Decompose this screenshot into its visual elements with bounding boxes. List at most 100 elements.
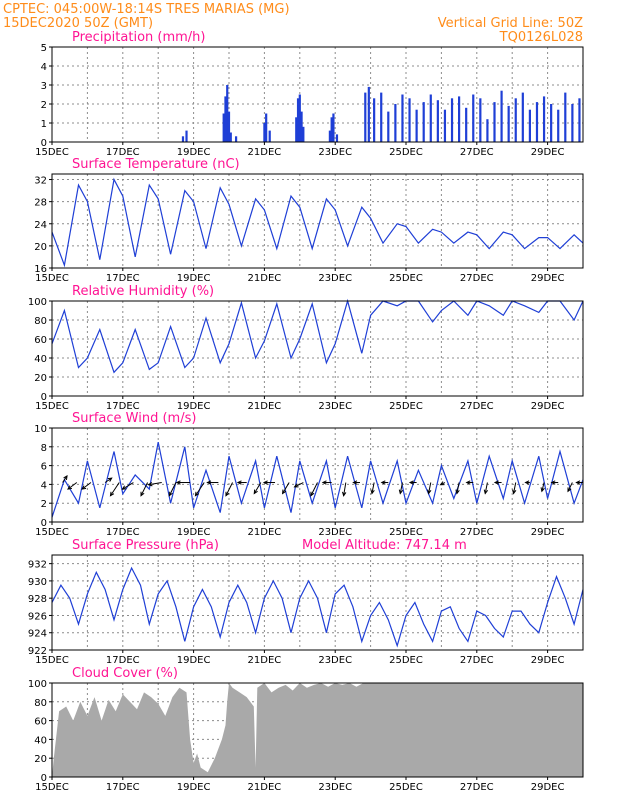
precip-bar <box>268 130 271 142</box>
y-tick-label: 0 <box>41 773 47 784</box>
precip-bar <box>394 104 397 142</box>
wind-vector <box>81 482 92 490</box>
x-tick-label: 19DEC <box>177 527 211 538</box>
x-tick-label: 23DEC <box>318 527 352 538</box>
precip-bar <box>507 105 510 142</box>
x-tick-label: 21DEC <box>248 655 282 666</box>
x-tick-label: 27DEC <box>460 147 494 158</box>
wind-vector-head <box>253 489 258 495</box>
station-title: CPTEC: 045:00W-18:14S TRES MARIAS (MG) <box>3 2 290 17</box>
wind-vector-head <box>352 480 358 485</box>
wind-vector-head <box>408 480 414 485</box>
wind-vector <box>371 482 375 494</box>
wind-vector-head <box>236 480 242 485</box>
precip-bar <box>500 90 503 142</box>
x-tick-label: 25DEC <box>389 147 423 158</box>
wind-vector <box>484 482 488 494</box>
panel-temp: Surface Temperature (nC) 16 20 24 28 32 15DEC 1… <box>34 157 584 284</box>
precip-bar <box>300 111 303 142</box>
wind-vector-head <box>225 491 230 497</box>
y-tick-label: 924 <box>28 629 47 640</box>
wind-vector-head <box>140 491 145 497</box>
wind-vector <box>195 482 205 496</box>
y-tick-label: 40 <box>34 354 47 365</box>
x-tick-label: 17DEC <box>106 147 140 158</box>
y-tick-label: 40 <box>34 735 47 746</box>
y-tick-label: 20 <box>34 373 47 384</box>
wind-vector-head <box>370 489 375 495</box>
wind-vector <box>343 482 347 496</box>
y-tick-label: 4 <box>41 62 47 73</box>
plot-frame <box>51 46 584 143</box>
y-tick-label: 928 <box>28 594 47 605</box>
wind-vector-head <box>550 480 556 485</box>
panel-title: Surface Wind (m/s) <box>72 411 196 426</box>
y-tick-label: 80 <box>34 316 47 327</box>
panel-title: Surface Temperature (nC) <box>72 157 240 172</box>
precip-bar <box>436 100 439 142</box>
x-tick-label: 29DEC <box>531 401 565 412</box>
x-tick-label: 23DEC <box>318 782 352 793</box>
x-tick-label: 29DEC <box>531 782 565 793</box>
y-tick-label: 20 <box>34 754 47 765</box>
y-tick-label: 8 <box>41 443 47 454</box>
precip-bar <box>493 102 496 142</box>
precip-bar <box>302 126 305 142</box>
wind-vector-head <box>109 491 115 497</box>
wind-vector-head <box>465 480 471 485</box>
wind-vector <box>541 482 545 492</box>
wind-vector-head <box>493 480 499 485</box>
precip-bar <box>472 94 475 142</box>
wind-vector-head <box>455 489 460 495</box>
wind-vector <box>110 482 120 496</box>
panel-wind: Surface Wind (m/s) 0 2 4 6 8 10 15DEC 17DEC 19DEC… <box>34 411 584 538</box>
precip-bar <box>443 109 447 142</box>
precip-bar <box>222 113 225 142</box>
x-tick-label: 27DEC <box>460 527 494 538</box>
y-tick-label: 922 <box>28 646 47 657</box>
precip-bar <box>234 136 238 142</box>
precip-bar <box>521 92 524 142</box>
x-tick-label: 25DEC <box>389 401 423 412</box>
x-tick-label: 19DEC <box>177 147 211 158</box>
x-tick-label: 15DEC <box>35 401 69 412</box>
wind-vector <box>168 482 177 496</box>
model-run-code: TQ0126L028 <box>499 30 583 45</box>
y-tick-label: 16 <box>34 264 47 275</box>
y-tick-label: 0 <box>41 138 47 149</box>
wind-vector <box>513 482 517 494</box>
wind-vector-head <box>567 487 572 493</box>
x-tick-label: 21DEC <box>248 782 282 793</box>
wind-vector <box>294 482 304 488</box>
y-tick-label: 60 <box>34 717 47 728</box>
wind-vector <box>104 477 112 483</box>
wind-vector <box>253 482 262 494</box>
x-tick-label: 15DEC <box>35 273 69 284</box>
x-tick-label: 27DEC <box>460 401 494 412</box>
precip-bar <box>429 94 432 142</box>
x-tick-label: 19DEC <box>177 655 211 666</box>
precip-bar <box>367 86 370 142</box>
run-date: 15DEC2020 50Z (GMT) <box>3 16 153 31</box>
x-tick-label: 27DEC <box>460 655 494 666</box>
y-tick-label: 32 <box>34 176 47 187</box>
wind-vector-head <box>168 491 173 497</box>
precip-bar <box>332 113 335 142</box>
wind-vector <box>67 482 78 490</box>
wind-vector <box>456 482 460 494</box>
wind-vector-head <box>194 491 200 497</box>
precip-bar <box>415 109 418 142</box>
panel-annotation: Model Altitude: 747.14 m <box>302 538 467 553</box>
wind-vector-head <box>398 489 404 495</box>
wind-vector <box>428 482 432 494</box>
y-tick-label: 4 <box>41 480 47 491</box>
x-tick-label: 23DEC <box>318 147 352 158</box>
y-tick-label: 0 <box>41 392 47 403</box>
x-tick-label: 21DEC <box>248 273 282 284</box>
x-tick-label: 17DEC <box>106 782 140 793</box>
precip-bar <box>364 92 367 142</box>
precip-bar <box>330 117 333 142</box>
wind-vector-head <box>427 489 432 495</box>
y-tick-label: 28 <box>34 198 47 209</box>
precip-bar <box>479 98 482 142</box>
